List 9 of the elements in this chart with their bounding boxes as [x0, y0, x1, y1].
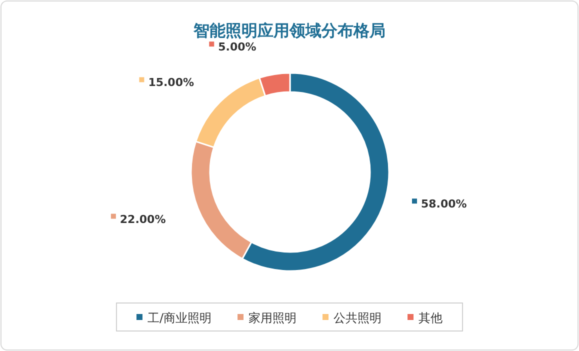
legend-label: 其他 — [418, 311, 443, 325]
data-label: 15.00% — [148, 76, 194, 90]
chart-title: 智能照明应用领域分布格局 — [192, 21, 386, 40]
legend-label: 工/商业照明 — [147, 311, 212, 325]
legend-label: 公共照明 — [334, 311, 382, 325]
data-label: 22.00% — [120, 212, 166, 226]
legend-label: 家用照明 — [248, 311, 297, 325]
data-label: 5.00% — [218, 40, 256, 54]
data-label: 58.00% — [421, 198, 467, 211]
